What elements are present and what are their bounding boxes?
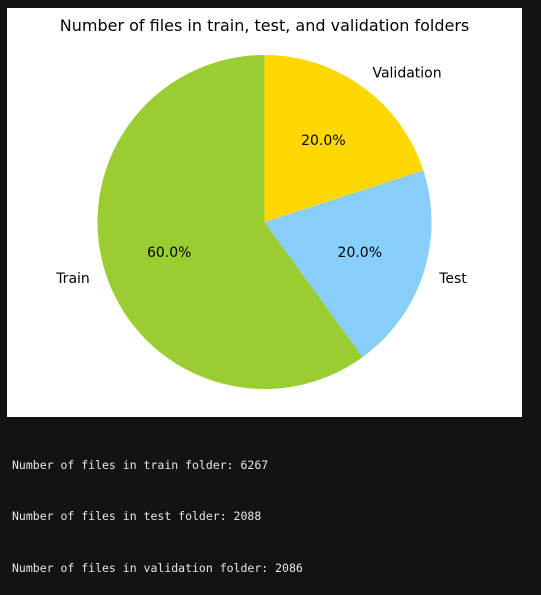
cell-output: Number of files in train folder: 6267 Nu… — [12, 422, 532, 595]
pie-label-validation: Validation — [372, 65, 441, 81]
pie-chart: Number of files in train, test, and vali… — [55, 16, 469, 390]
pie-label-test: Test — [438, 271, 467, 287]
pie-labels: Train 60.0% Test 20.0% Validation 20.0% — [55, 65, 467, 286]
chart-title: Number of files in train, test, and vali… — [60, 16, 469, 35]
pie-slice-test — [264, 170, 432, 358]
pie-slice-train — [97, 55, 363, 390]
chart-figure: Number of files in train, test, and vali… — [7, 8, 522, 417]
pie-percent-train: 60.0% — [147, 245, 191, 261]
pie-percent-test: 20.0% — [338, 245, 382, 261]
pie-slice-validation — [264, 55, 424, 222]
output-line-train: Number of files in train folder: 6267 — [12, 457, 269, 472]
pie-label-train: Train — [55, 271, 90, 287]
output-line-validation: Number of files in validation folder: 20… — [12, 561, 303, 576]
output-line-test: Number of files in test folder: 2088 — [12, 509, 262, 524]
pie-slices — [97, 55, 432, 390]
pie-percent-validation: 20.0% — [301, 133, 345, 149]
